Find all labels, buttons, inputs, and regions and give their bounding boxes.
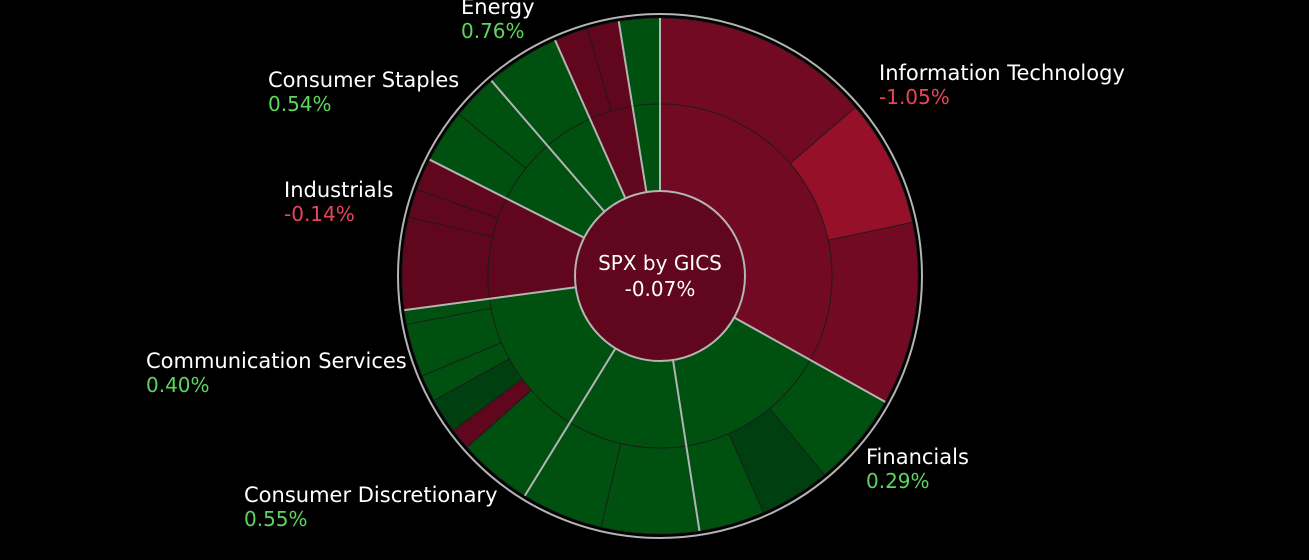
sector-name-financials: Financials: [866, 445, 969, 469]
chart-total-change: -0.07%: [625, 277, 696, 301]
sector-name-information-technology: Information Technology: [879, 61, 1125, 85]
sector-divider-unlabeled-8: [617, 21, 648, 193]
sector-change-industrials: -0.14%: [284, 202, 355, 226]
sector-divider-unlabeled-7: [554, 39, 627, 199]
sector-change-communication-services: 0.40%: [146, 373, 210, 397]
sector-change-information-technology: -1.05%: [879, 85, 950, 109]
outer-outline: [397, 13, 923, 539]
sector-change-energy: 0.76%: [461, 19, 525, 43]
sector-divider-communication-services: [523, 347, 617, 497]
sector-dividers: [404, 18, 886, 532]
outer-ring: [401, 17, 919, 535]
sector-name-consumer-staples: Consumer Staples: [268, 68, 459, 92]
sector-name-energy: Energy: [461, 0, 535, 19]
sector-divider-financials: [733, 316, 886, 403]
sector-divider-consumer-discretionary: [672, 359, 701, 532]
sector-change-financials: 0.29%: [866, 469, 930, 493]
inner-ring: [487, 103, 833, 449]
sector-name-industrials: Industrials: [284, 178, 393, 202]
sector-divider-industrials: [404, 286, 576, 312]
sector-change-consumer-discretionary: 0.55%: [244, 507, 308, 531]
sector-change-consumer-staples: 0.54%: [268, 92, 332, 116]
sector-divider-energy: [490, 80, 606, 213]
sector-name-communication-services: Communication Services: [146, 349, 407, 373]
center-disc: [574, 190, 746, 362]
chart-title: SPX by GICS: [598, 251, 722, 275]
sector-name-consumer-discretionary: Consumer Discretionary: [244, 483, 498, 507]
sector-labels: Information Technology-1.05%Financials0.…: [146, 0, 1125, 531]
sector-divider-consumer-staples: [429, 158, 585, 239]
